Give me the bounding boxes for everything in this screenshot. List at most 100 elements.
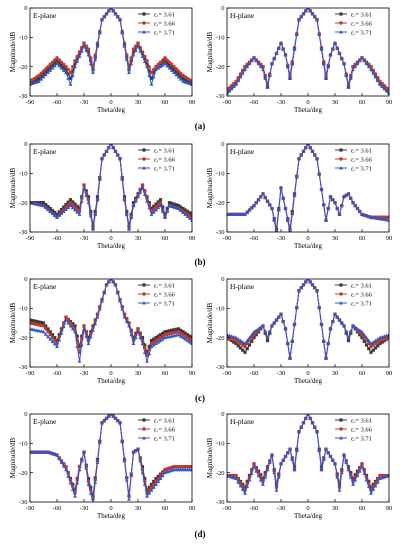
series-point	[165, 63, 170, 68]
series-point	[252, 462, 256, 466]
series-point	[170, 201, 174, 205]
series-point	[140, 186, 145, 190]
series-point	[165, 329, 169, 333]
y-tick-label: -30	[216, 499, 225, 506]
series-point	[172, 205, 176, 209]
series-point	[89, 485, 93, 489]
series-point	[375, 480, 380, 484]
series-point	[118, 156, 122, 161]
series-point	[111, 279, 116, 284]
series-point	[299, 153, 304, 157]
y-tick-label: -30	[19, 364, 28, 371]
series-point	[238, 74, 243, 79]
series-point	[176, 72, 181, 76]
series-point	[292, 322, 297, 326]
series-point	[360, 329, 364, 334]
series-point	[120, 439, 125, 444]
series-point	[66, 321, 71, 325]
series-3	[30, 144, 192, 231]
legend-entry: εᵣ= 3.71	[154, 29, 175, 36]
series-point	[364, 61, 369, 66]
series-point	[156, 479, 161, 483]
series-point	[32, 201, 37, 206]
series-point	[232, 81, 236, 86]
series-point	[154, 202, 158, 206]
series-point	[66, 205, 71, 210]
series-point	[161, 58, 165, 62]
series-point	[68, 198, 73, 202]
series-point	[86, 50, 91, 54]
series-point	[48, 62, 52, 67]
series-point	[181, 335, 185, 340]
series-point	[256, 61, 261, 66]
series-point	[100, 17, 104, 22]
series-point	[276, 208, 281, 212]
series-point	[187, 216, 192, 220]
series-point	[185, 338, 190, 343]
series-point	[68, 82, 73, 86]
series-point	[142, 192, 147, 197]
series-point	[93, 480, 98, 484]
series-point	[188, 211, 192, 215]
series-point	[50, 63, 55, 67]
series-point	[71, 482, 75, 486]
series-point	[252, 55, 256, 60]
series-point	[281, 47, 286, 51]
legend-entry: εᵣ= 3.61	[351, 282, 372, 289]
y-tick-label: 0	[221, 411, 224, 418]
series-point	[270, 453, 274, 457]
series-point	[138, 458, 143, 463]
series-point	[335, 206, 340, 211]
series-point	[176, 327, 181, 331]
series-point	[245, 484, 250, 489]
series-point	[53, 336, 57, 340]
series-point	[227, 86, 231, 90]
series-point	[77, 344, 82, 349]
series-point	[115, 290, 120, 295]
series-point	[70, 487, 75, 492]
series-point	[328, 454, 333, 459]
series-point	[50, 335, 55, 340]
x-tick-label: 30	[332, 235, 339, 242]
series-point	[73, 205, 77, 209]
series-point	[149, 76, 154, 80]
legend-marker	[142, 436, 146, 440]
series-point	[149, 212, 154, 216]
x-tick-label: -90	[223, 370, 232, 377]
series-point	[48, 330, 52, 334]
series-point	[256, 197, 261, 202]
series-point	[127, 70, 131, 75]
x-tick-label: 60	[162, 505, 169, 512]
series-point	[339, 321, 344, 325]
series-point	[174, 327, 178, 331]
series-point	[41, 74, 46, 79]
series-point	[100, 156, 104, 161]
series-point	[360, 336, 364, 340]
series-point	[140, 183, 145, 187]
series-point	[364, 213, 369, 218]
series-point	[30, 318, 34, 323]
series-point	[387, 332, 389, 337]
legend-marker	[142, 418, 146, 422]
series-point	[317, 32, 322, 36]
series-point	[154, 67, 158, 72]
series-point	[346, 85, 351, 89]
series-point	[163, 212, 167, 216]
series-point	[281, 319, 286, 324]
legend-entry: εᵣ= 3.66	[351, 426, 373, 433]
series-point	[39, 77, 44, 81]
series-point	[285, 218, 290, 222]
x-axis-label: Theta/deg	[294, 242, 322, 250]
series-point	[303, 145, 308, 150]
x-tick-label: 30	[135, 99, 142, 106]
x-tick-label: 0	[306, 235, 309, 242]
series-point	[106, 279, 111, 284]
series-point	[79, 199, 84, 203]
y-tick-label: 0	[24, 141, 27, 148]
series-point	[50, 60, 55, 64]
series-point	[77, 359, 82, 363]
series-point	[355, 206, 360, 211]
series-point	[73, 64, 77, 69]
legend-entry: εᵣ= 3.71	[154, 300, 175, 307]
x-tick-label: 60	[359, 235, 366, 242]
